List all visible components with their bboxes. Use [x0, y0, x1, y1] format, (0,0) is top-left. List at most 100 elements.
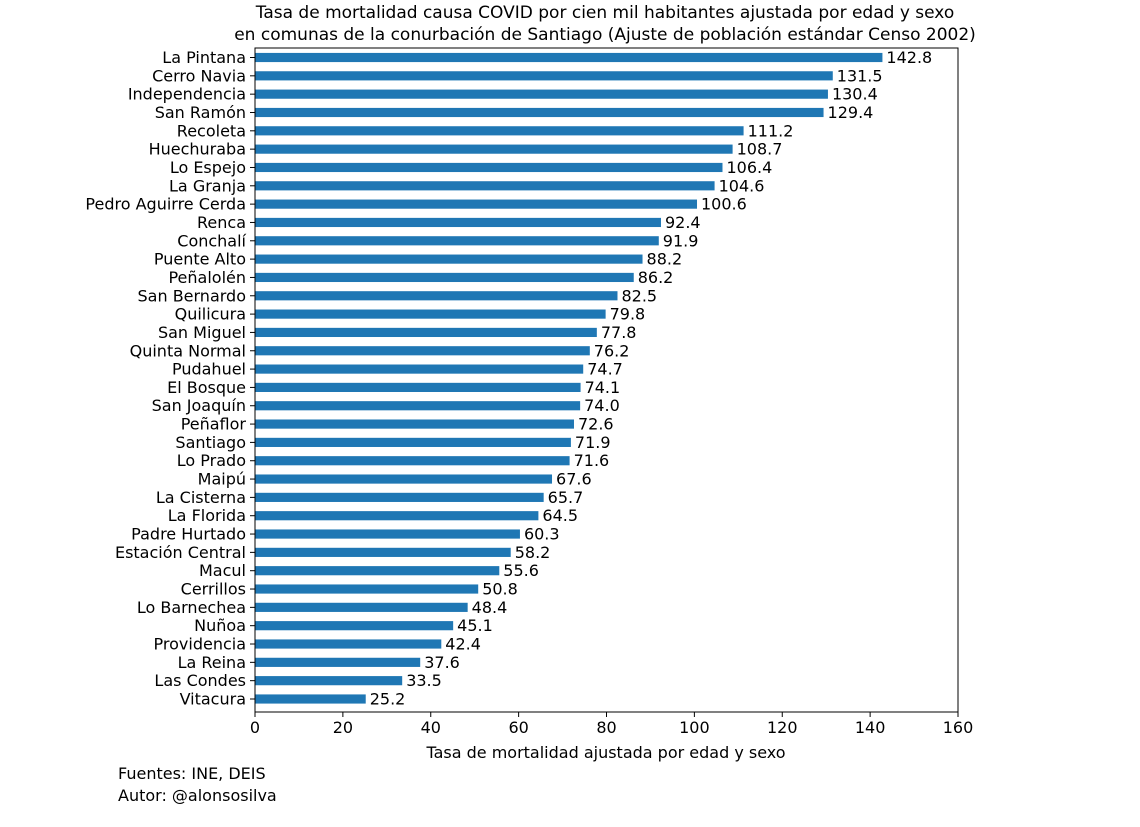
bar-value-label: 130.4 [832, 85, 878, 104]
bar-value-label: 33.5 [406, 671, 442, 690]
bar-value-label: 55.6 [503, 561, 539, 580]
y-tick-label: Peñalolén [168, 268, 246, 287]
bar [255, 657, 421, 667]
y-tick-label: Cerro Navia [152, 66, 246, 85]
x-tick-label: 140 [855, 718, 886, 737]
bar [255, 327, 597, 338]
x-tick-label: 120 [767, 718, 798, 737]
bar-value-label: 129.4 [828, 103, 874, 122]
x-tick-label: 100 [679, 718, 710, 737]
bar-value-label: 92.4 [665, 213, 701, 232]
y-tick-label: La Pintana [162, 48, 246, 67]
bar-value-label: 100.6 [701, 195, 747, 214]
y-tick-label: Peñaflor [181, 415, 247, 434]
bar-value-label: 74.1 [585, 378, 621, 397]
bar-value-label: 67.6 [556, 470, 592, 489]
bar [255, 566, 500, 576]
bar [255, 162, 723, 173]
x-tick-label: 40 [421, 718, 441, 737]
bar [255, 217, 661, 228]
bar-value-label: 71.6 [574, 451, 610, 470]
y-tick-label: Vitacura [180, 690, 246, 709]
y-tick-label: Maipú [198, 470, 246, 489]
y-tick-label: Quinta Normal [130, 341, 246, 360]
bar-value-label: 74.7 [587, 360, 623, 379]
bar-value-label: 79.8 [610, 305, 646, 324]
bar-value-label: 88.2 [647, 250, 683, 269]
bar [255, 401, 581, 411]
y-tick-label: Recoleta [177, 121, 246, 140]
bar [255, 602, 468, 612]
bar-value-label: 131.5 [837, 66, 883, 85]
y-tick-label: Macul [199, 561, 246, 580]
bar [255, 511, 539, 521]
bar [255, 52, 883, 63]
bar [255, 639, 442, 649]
bar-value-label: 106.4 [726, 158, 772, 177]
bar-value-label: 45.1 [457, 616, 493, 635]
chart-title-line-1: Tasa de mortalidad causa COVID por cien … [255, 3, 955, 23]
bar-value-label: 65.7 [548, 488, 584, 507]
footer-author: Autor: @alonsosilva [118, 786, 277, 805]
bar [255, 621, 454, 631]
bar [255, 89, 828, 99]
bar-value-label: 64.5 [542, 506, 578, 525]
bar [255, 529, 520, 539]
bar [255, 254, 643, 264]
plot-frame [254, 47, 959, 713]
footer-sources: Fuentes: INE, DEIS [118, 764, 266, 783]
bar-value-label: 25.2 [370, 690, 406, 709]
bar-value-label: 48.4 [472, 598, 508, 617]
bar-value-label: 58.2 [515, 543, 551, 562]
bar-value-label: 108.7 [737, 140, 783, 159]
x-tick-label: 80 [596, 718, 616, 737]
bar [255, 346, 590, 356]
y-tick-label: San Joaquín [152, 396, 246, 415]
bar [255, 676, 403, 686]
bar [255, 364, 584, 374]
bars-layer [255, 52, 883, 704]
y-tick-label: Cerrillos [181, 580, 246, 599]
x-tick-label: 0 [250, 718, 260, 737]
y-tick-label: Lo Espejo [170, 158, 246, 177]
y-tick-label: Conchalí [177, 231, 246, 250]
bar [255, 492, 544, 502]
bar-value-label: 86.2 [638, 268, 674, 287]
bar-value-label: 91.9 [663, 231, 699, 250]
y-tick-label: Independencia [128, 85, 246, 104]
bar [255, 584, 479, 594]
y-tick-label: Lo Prado [177, 451, 246, 470]
bar [255, 437, 571, 447]
bar-value-label: 72.6 [578, 415, 614, 434]
bar [255, 181, 715, 191]
y-tick-label: Padre Hurtado [131, 525, 246, 544]
bar-value-label: 37.6 [424, 653, 460, 672]
bar [255, 456, 570, 466]
y-tick-label: San Bernardo [138, 286, 247, 305]
y-tick-label: Pedro Aguirre Cerda [85, 195, 246, 214]
x-tick-label: 160 [943, 718, 974, 737]
y-tick-label: Puente Alto [154, 250, 246, 269]
y-tick-label: San Ramón [155, 103, 246, 122]
y-tick-label: Pudahuel [172, 360, 246, 379]
bar-value-label: 76.2 [594, 341, 630, 360]
bar-value-label: 111.2 [748, 121, 794, 140]
bar [255, 272, 634, 283]
y-tick-label: Nuñoa [194, 616, 246, 635]
y-tick-label: La Granja [169, 176, 246, 195]
bar [255, 236, 659, 246]
bar [255, 71, 833, 81]
y-tick-label: Lo Barnechea [137, 598, 246, 617]
bar [255, 547, 511, 557]
bar-value-label: 82.5 [621, 286, 657, 305]
bar [255, 107, 824, 118]
bar [255, 309, 606, 319]
bar [255, 474, 553, 484]
bar-value-label: 74.0 [584, 396, 620, 415]
y-tick-label: La Florida [168, 506, 246, 525]
y-tick-label: Santiago [175, 433, 246, 452]
bar-value-label: 142.8 [886, 48, 932, 67]
bar [255, 694, 366, 704]
x-axis-ticks: 0 20 40 60 80 100 120 140 160 [250, 712, 973, 737]
